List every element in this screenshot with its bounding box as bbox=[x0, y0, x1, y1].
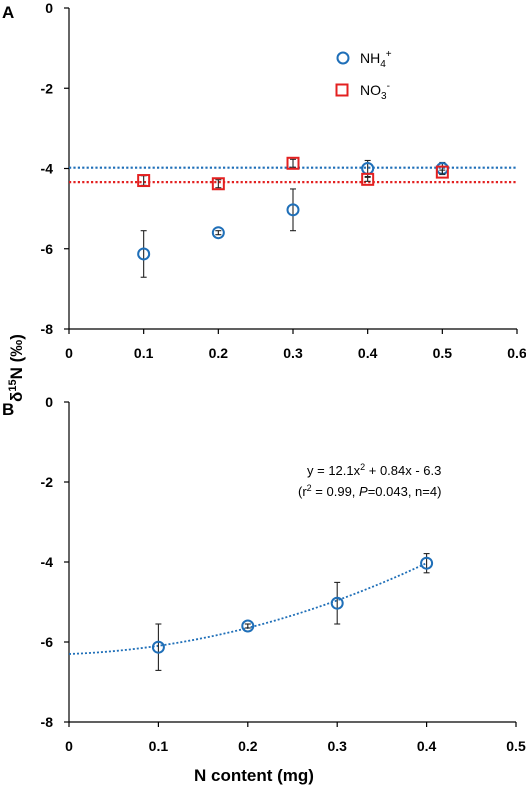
point-no3 bbox=[137, 174, 151, 188]
errorbar-no3 bbox=[364, 176, 371, 182]
point-nh4 bbox=[211, 226, 225, 240]
panel-b-ytick-label: -6 bbox=[41, 634, 54, 650]
legend: NH4+ NO3- bbox=[335, 49, 392, 102]
regression-stats: (r2 = 0.99, P=0.043, n=4) bbox=[298, 483, 441, 499]
errorbar-nh4 bbox=[155, 623, 162, 671]
panel-label-b: B bbox=[2, 400, 14, 419]
errorbar-no3 bbox=[215, 179, 222, 189]
errorbar-nh4 bbox=[290, 188, 296, 232]
point-no3 bbox=[211, 177, 225, 191]
panel-b-xtick-label: 0 bbox=[65, 738, 73, 754]
x-axis-title: N content (mg) bbox=[194, 766, 314, 785]
errorbar-nh4 bbox=[140, 230, 147, 278]
errorbar-no3 bbox=[290, 158, 296, 168]
errorbar-nh4 bbox=[215, 230, 222, 236]
point-nh4 bbox=[241, 619, 255, 633]
panel-a-ytick-label: -4 bbox=[41, 161, 54, 177]
legend-no3-label: NO3- bbox=[360, 81, 390, 102]
fit-curve bbox=[68, 562, 427, 655]
panel-label-a: A bbox=[2, 3, 14, 22]
panel-a-xtick-label: 0.6 bbox=[507, 345, 526, 361]
regression-equation: y = 12.1x2 + 0.84x - 6.3 bbox=[307, 462, 441, 478]
panel-b-xtick-label: 0.1 bbox=[149, 738, 169, 754]
point-nh4 bbox=[330, 596, 344, 610]
point-nh4 bbox=[286, 203, 300, 217]
panel-a-xtick-label: 0.2 bbox=[209, 345, 229, 361]
panel-b-ytick-label: -4 bbox=[41, 554, 54, 570]
panel-b-xtick-label: 0.3 bbox=[327, 738, 347, 754]
point-no3 bbox=[286, 156, 300, 170]
panel-a-ytick-label: -6 bbox=[41, 241, 54, 257]
point-nh4 bbox=[151, 640, 165, 654]
panel-a-ytick-label: 0 bbox=[45, 0, 53, 16]
point-nh4 bbox=[137, 247, 151, 261]
panel-a-ytick-label: -8 bbox=[41, 321, 54, 337]
panel-b-xtick-label: 0.4 bbox=[417, 738, 437, 754]
panel-a-chart: 0 -2 -4 -6 -8 0 0.1 0.2 0.3 0.4 0.5 0.6 NH4+ NO3- bbox=[41, 0, 526, 361]
panel-b-ytick-label: -8 bbox=[41, 714, 54, 730]
panel-b-ytick-label: -2 bbox=[41, 474, 54, 490]
errorbar-no3 bbox=[140, 175, 147, 186]
panel-b-chart: 0 -2 -4 -6 -8 0 0.1 0.2 0.3 0.4 0.5 y = 12.1x2 + … bbox=[41, 394, 526, 754]
legend-nh4-marker bbox=[336, 51, 350, 65]
panel-b-xtick-label: 0.5 bbox=[506, 738, 526, 754]
errorbar-nh4 bbox=[244, 623, 251, 629]
errorbar-nh4 bbox=[334, 581, 341, 625]
point-no3 bbox=[435, 165, 449, 179]
panel-a-xtick-label: 0 bbox=[65, 345, 73, 361]
errorbar-no3 bbox=[439, 169, 446, 175]
point-no3 bbox=[361, 172, 375, 186]
panel-a-xtick-label: 0.1 bbox=[134, 345, 154, 361]
panel-b-xtick-label: 0.2 bbox=[238, 738, 258, 754]
panel-a-xtick-label: 0.3 bbox=[283, 345, 303, 361]
y-axis-title: δ15N (‰) bbox=[7, 334, 26, 402]
point-nh4 bbox=[420, 556, 434, 570]
panel-b-ytick-label: 0 bbox=[45, 394, 53, 410]
panel-a-xtick-label: 0.4 bbox=[358, 345, 378, 361]
legend-no3-marker bbox=[335, 83, 349, 97]
panel-a-xtick-label: 0.5 bbox=[433, 345, 453, 361]
panel-a-ytick-label: -2 bbox=[41, 80, 54, 96]
legend-nh4-label: NH4+ bbox=[360, 49, 392, 70]
